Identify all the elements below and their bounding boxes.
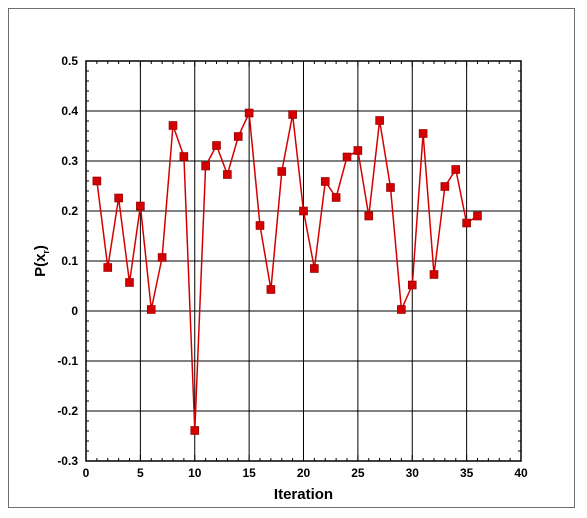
y-tick-label: 0 (71, 304, 78, 318)
data-point (462, 218, 471, 228)
data-point (407, 280, 417, 290)
data-point (299, 206, 308, 216)
data-point (157, 253, 167, 262)
data-point (353, 146, 363, 155)
data-point (114, 193, 123, 203)
data-point (255, 221, 265, 230)
x-tick-label: 0 (83, 466, 90, 480)
y-tick-label: 0.3 (61, 154, 78, 168)
y-axis-title-subscript: r (41, 250, 51, 254)
x-tick-label: 10 (188, 466, 202, 480)
data-point (440, 182, 450, 191)
data-point (310, 264, 319, 273)
data-point (212, 141, 221, 150)
data-point (179, 152, 189, 161)
x-tick-label: 35 (460, 466, 474, 480)
series-line (96, 110, 478, 431)
data-point (233, 132, 243, 141)
data-point (201, 161, 210, 171)
y-axis-title: P(xr) (32, 245, 51, 277)
data-point (331, 193, 341, 202)
x-tick-label: 15 (242, 466, 256, 480)
data-point (244, 108, 254, 118)
y-tick-label: -0.1 (57, 354, 78, 368)
series-group (92, 108, 482, 435)
y-tick-label: 0.2 (61, 204, 78, 218)
y-tick-label: 0.4 (61, 104, 78, 118)
chart-frame (8, 8, 575, 508)
y-tick-label: 0.1 (61, 254, 78, 268)
data-point (288, 110, 297, 119)
data-point (190, 426, 200, 435)
data-point (146, 305, 156, 314)
y-tick-label: 0.5 (61, 54, 78, 68)
data-point (223, 170, 232, 179)
data-point (136, 201, 145, 211)
data-point (92, 176, 102, 186)
x-tick-label: 30 (406, 466, 420, 480)
y-tick-label: -0.3 (57, 454, 78, 468)
x-tick-label: 25 (351, 466, 365, 480)
data-point (168, 121, 178, 130)
x-tick-label: 5 (137, 466, 144, 480)
x-tick-label: 40 (514, 466, 528, 480)
y-axis-title-close: ) (32, 245, 49, 250)
x-axis-title: Iteration (274, 486, 333, 503)
data-point (386, 183, 395, 192)
data-point (429, 270, 439, 279)
data-point (342, 152, 352, 162)
y-tick-labels: -0.3 -0.2 -0.1 0 0.1 0.2 0.3 0.4 0.5 (57, 54, 78, 468)
x-tick-label: 20 (297, 466, 311, 480)
data-point (364, 211, 374, 221)
y-tick-label: -0.2 (57, 404, 78, 418)
data-point (418, 129, 428, 138)
data-point (451, 165, 461, 174)
grid-lines (86, 61, 521, 461)
data-point (473, 211, 482, 221)
data-point (397, 305, 406, 314)
data-point (266, 285, 276, 294)
data-point (277, 167, 287, 176)
data-point (125, 278, 134, 287)
data-point (103, 263, 113, 272)
y-axis-title-main: P(x (32, 253, 49, 277)
data-point (320, 177, 330, 186)
data-point (375, 116, 384, 125)
plot-area-border (85, 60, 522, 462)
x-tick-labels: 0 5 10 15 20 25 30 35 40 (83, 466, 528, 480)
